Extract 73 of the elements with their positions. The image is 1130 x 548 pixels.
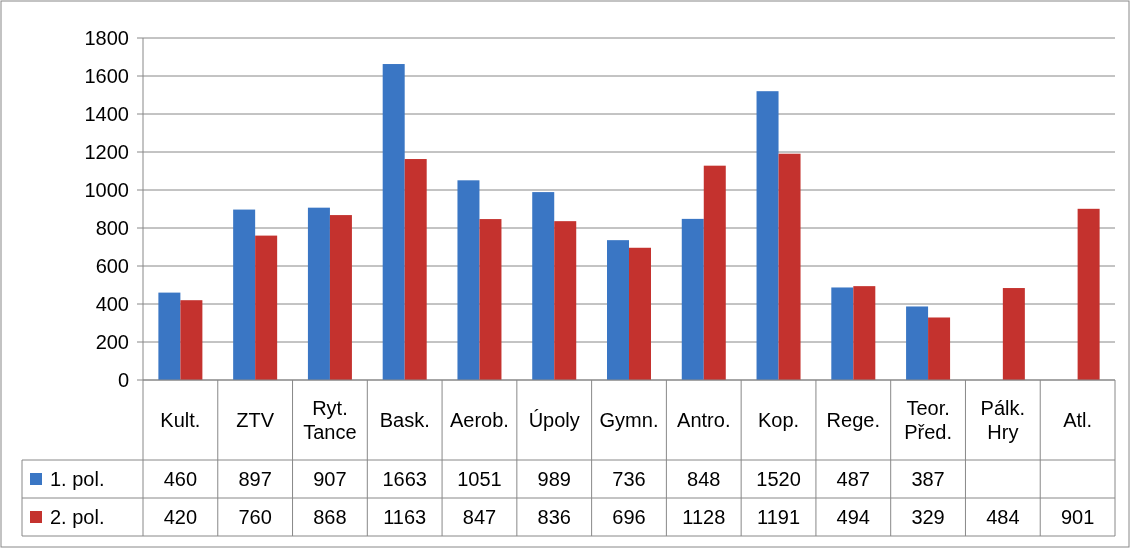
data-label: 901 — [1060, 506, 1095, 528]
bar — [554, 221, 577, 380]
x-tick-label: ZTV — [236, 409, 275, 431]
bar — [307, 207, 330, 380]
y-tick-label: 1600 — [84, 65, 129, 87]
x-tick-label: Bask. — [379, 409, 430, 431]
data-label: 907 — [313, 468, 347, 490]
bar — [457, 180, 480, 380]
y-tick-label: 200 — [95, 331, 129, 353]
data-label: 1191 — [757, 506, 801, 528]
bar — [681, 218, 704, 380]
x-tick-label: Antro. — [677, 409, 731, 431]
y-tick-label: 600 — [95, 255, 129, 277]
data-label: 460 — [163, 468, 198, 490]
data-label: 847 — [462, 506, 497, 528]
data-label: 1128 — [682, 506, 726, 528]
bar — [778, 153, 801, 380]
data-label: 836 — [537, 506, 571, 528]
y-tick-label: 1800 — [84, 27, 129, 49]
y-tick-label: 400 — [95, 293, 129, 315]
data-label: 387 — [911, 468, 945, 490]
data-label: 989 — [537, 468, 571, 490]
x-tick-label: Aerob. — [449, 409, 509, 431]
bar — [233, 209, 256, 380]
bar — [382, 64, 405, 380]
data-label: 484 — [986, 506, 1020, 528]
y-tick-label: 0 — [117, 369, 129, 391]
data-label: 487 — [836, 468, 870, 490]
bar — [928, 317, 951, 380]
legend-label: 1. pol. — [50, 468, 105, 490]
data-label: 1163 — [383, 506, 427, 528]
x-tick-label: Pálk. Hry — [980, 397, 1026, 443]
bar — [831, 287, 854, 380]
data-label: 329 — [911, 506, 945, 528]
bar — [479, 219, 502, 380]
bar — [1077, 208, 1100, 380]
bar — [906, 306, 929, 380]
x-tick-label: Teor. Před. — [904, 397, 952, 443]
y-tick-label: 800 — [95, 217, 129, 239]
data-label: 848 — [687, 468, 721, 490]
x-tick-label: Kop. — [757, 409, 800, 431]
y-tick-label: 1000 — [84, 179, 129, 201]
data-label: 1051 — [457, 468, 502, 490]
data-label: 1663 — [382, 468, 427, 490]
bar — [532, 192, 555, 380]
data-label: 897 — [238, 468, 272, 490]
x-tick-label: Atl. — [1063, 409, 1093, 431]
x-tick-label: Rege. — [826, 409, 880, 431]
bar — [607, 240, 629, 380]
y-tick-label: 1400 — [84, 103, 129, 125]
data-label: 868 — [313, 506, 347, 528]
bar — [255, 235, 278, 380]
bar — [404, 159, 427, 380]
legend-label: 2. pol. — [50, 506, 105, 528]
data-label: 736 — [612, 468, 646, 490]
bar — [329, 215, 352, 380]
bar — [158, 292, 181, 380]
x-tick-label: Ryt. Tance — [303, 397, 357, 443]
x-tick-label: Gymn. — [599, 409, 659, 431]
x-tick-label: Úpoly — [528, 409, 580, 431]
bar — [853, 286, 876, 380]
y-tick-label: 1200 — [84, 141, 129, 163]
data-label: 1520 — [756, 468, 801, 490]
data-label: 420 — [163, 506, 198, 528]
data-label: 494 — [836, 506, 870, 528]
data-label: 760 — [238, 506, 272, 528]
bar — [703, 165, 726, 380]
x-tick-label: Kult. — [160, 409, 201, 431]
data-label: 696 — [612, 506, 646, 528]
bar — [629, 247, 651, 380]
bar — [1002, 288, 1025, 380]
bar — [180, 300, 203, 380]
bar — [756, 91, 779, 380]
